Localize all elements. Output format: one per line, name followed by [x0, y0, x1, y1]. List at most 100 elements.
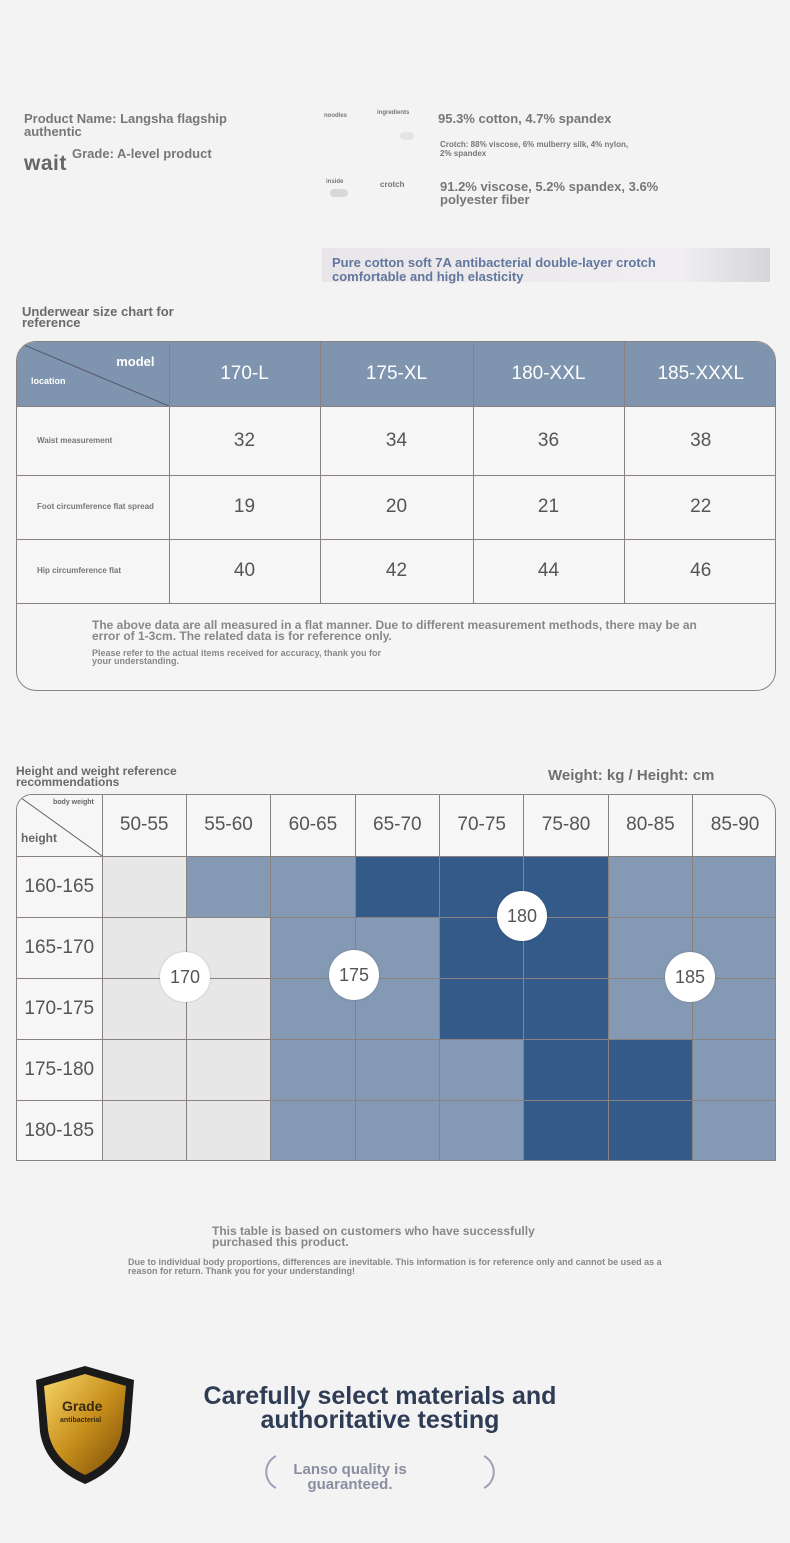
- grade-label: Grade: A-level product: [72, 146, 212, 161]
- weight-column-header: 60-65: [270, 795, 356, 857]
- grade-shield-icon: [36, 1366, 134, 1484]
- hw-cell: [523, 1099, 609, 1160]
- weight-column-header: 80-85: [607, 795, 694, 857]
- wait-label: wait: [24, 152, 67, 175]
- hw-cell: [185, 855, 272, 918]
- size-cell: 21: [472, 474, 625, 540]
- inside-label: inside: [326, 179, 344, 185]
- size-bubble: 175: [329, 950, 379, 1000]
- size-chart-note: The above data are all measured in a fla…: [92, 618, 697, 643]
- hw-header-row: body weight height 50-55 55-60 60-65 65-70 7…: [17, 795, 775, 857]
- hw-chart-units: Weight: kg / Height: cm: [548, 767, 715, 784]
- quality-pill-decoration: [265, 1455, 495, 1489]
- weight-column-header: 70-75: [438, 795, 525, 857]
- fabric-inside: 91.2% viscose, 5.2% spandex, 3.6% polyes…: [440, 179, 659, 207]
- hw-cell: [185, 1038, 272, 1101]
- size-cell: 38: [623, 405, 775, 476]
- diagonal-line: [17, 342, 169, 406]
- size-cell: 42: [319, 538, 474, 604]
- hw-chart-title: Height and weight reference recommendati…: [16, 764, 177, 789]
- hw-cell: [354, 1038, 441, 1101]
- height-row-label: 175-180: [17, 1038, 103, 1101]
- hw-row: 180-185: [17, 1099, 775, 1160]
- hw-row: 175-180: [17, 1038, 775, 1101]
- hw-cell: [523, 1038, 609, 1101]
- size-cell: 46: [623, 538, 775, 604]
- weight-column-header: 85-90: [692, 795, 775, 857]
- hw-chart-note: This table is based on customers who hav…: [212, 1224, 535, 1249]
- hw-cell: [101, 855, 187, 918]
- hw-row: 160-165: [17, 855, 775, 918]
- fabric-main: 95.3% cotton, 4.7% spandex: [438, 111, 612, 126]
- corner-location-label: location: [31, 376, 66, 386]
- size-column-header: 175-XL: [319, 342, 474, 407]
- hw-cell: [607, 1038, 694, 1101]
- corner-weight-label: body weight: [53, 799, 94, 806]
- size-cell: 22: [623, 474, 775, 540]
- feature-banner-text: Pure cotton soft 7A antibacterial double…: [332, 255, 656, 284]
- corner-model-label: model: [116, 354, 155, 369]
- footer-headline: Carefully select materials and authorita…: [203, 1382, 557, 1434]
- hw-chart-note-secondary: Due to individual body proportions, diff…: [128, 1257, 662, 1276]
- product-name: Product Name: Langsha flagship authentic: [24, 111, 227, 139]
- hw-cell: [692, 1099, 775, 1160]
- hw-cell: [270, 1099, 356, 1160]
- hw-cell: [354, 855, 441, 918]
- size-chart-title: Underwear size chart for reference: [22, 304, 174, 330]
- size-chart: model location 170-L 175-XL 180-XXL 185-…: [16, 341, 776, 691]
- size-cell: 34: [319, 405, 474, 476]
- hw-cell: [692, 855, 775, 918]
- corner-height-label: height: [21, 831, 57, 845]
- size-chart-note-secondary: Please refer to the actual items receive…: [92, 648, 381, 666]
- hw-cell: [607, 916, 694, 979]
- crotch-label: crotch: [380, 180, 405, 189]
- height-row-label: 170-175: [17, 977, 103, 1040]
- size-corner-cell: model location: [17, 342, 170, 407]
- hw-cell: [270, 855, 356, 918]
- hw-cell: [185, 1099, 272, 1160]
- size-row: Foot circumference flat spread 19 20 21 …: [17, 474, 775, 540]
- hw-table: body weight height 50-55 55-60 60-65 65-70 7…: [17, 795, 775, 1160]
- hw-cell: [101, 1038, 187, 1101]
- hw-cell: [438, 1099, 525, 1160]
- fabric-swatch: [400, 132, 414, 140]
- height-row-label: 165-170: [17, 916, 103, 979]
- hw-cell: [185, 916, 272, 979]
- hw-cell: [438, 1038, 525, 1101]
- hw-corner-cell: body weight height: [17, 795, 103, 857]
- weight-column-header: 50-55: [101, 795, 187, 857]
- noodles-label: noodles: [324, 113, 348, 119]
- size-cell: 20: [319, 474, 474, 540]
- size-header-row: model location 170-L 175-XL 180-XXL 185-…: [17, 342, 775, 407]
- fabric-swatch: [330, 189, 348, 197]
- size-cell: 40: [168, 538, 321, 604]
- hw-row: 165-170: [17, 916, 775, 979]
- size-column-header: 170-L: [168, 342, 321, 407]
- badge-grade: Grade: [62, 1398, 103, 1414]
- size-bubble: 180: [497, 891, 547, 941]
- size-column-header: 180-XXL: [472, 342, 625, 407]
- hw-row: 170-175: [17, 977, 775, 1040]
- hw-cell: [270, 1038, 356, 1101]
- size-bubble: 185: [665, 952, 715, 1002]
- fabric-crotch: Crotch: 88% viscose, 6% mulberry silk, 4…: [440, 140, 629, 158]
- badge-sub: antibacterial: [60, 1417, 102, 1424]
- size-bubble: 170: [160, 952, 210, 1002]
- size-cell: 44: [472, 538, 625, 604]
- hw-cell: [607, 1099, 694, 1160]
- size-table: model location 170-L 175-XL 180-XXL 185-…: [17, 342, 775, 604]
- weight-column-header: 55-60: [185, 795, 272, 857]
- size-row-label: Hip circumference flat: [17, 538, 170, 604]
- hw-chart: body weight height 50-55 55-60 60-65 65-70 7…: [16, 794, 776, 1161]
- quality-text: Lanso quality is guaranteed.: [293, 1461, 407, 1493]
- size-row: Waist measurement 32 34 36 38: [17, 405, 775, 476]
- size-cell: 32: [168, 405, 321, 476]
- size-cell: 36: [472, 405, 625, 476]
- hw-cell: [354, 1099, 441, 1160]
- diagonal-line: [17, 795, 102, 856]
- ingredients-label: ingredients: [377, 110, 410, 116]
- size-column-header: 185-XXXL: [623, 342, 775, 407]
- size-row-label: Foot circumference flat spread: [17, 474, 170, 540]
- height-row-label: 160-165: [17, 855, 103, 918]
- hw-cell: [607, 855, 694, 918]
